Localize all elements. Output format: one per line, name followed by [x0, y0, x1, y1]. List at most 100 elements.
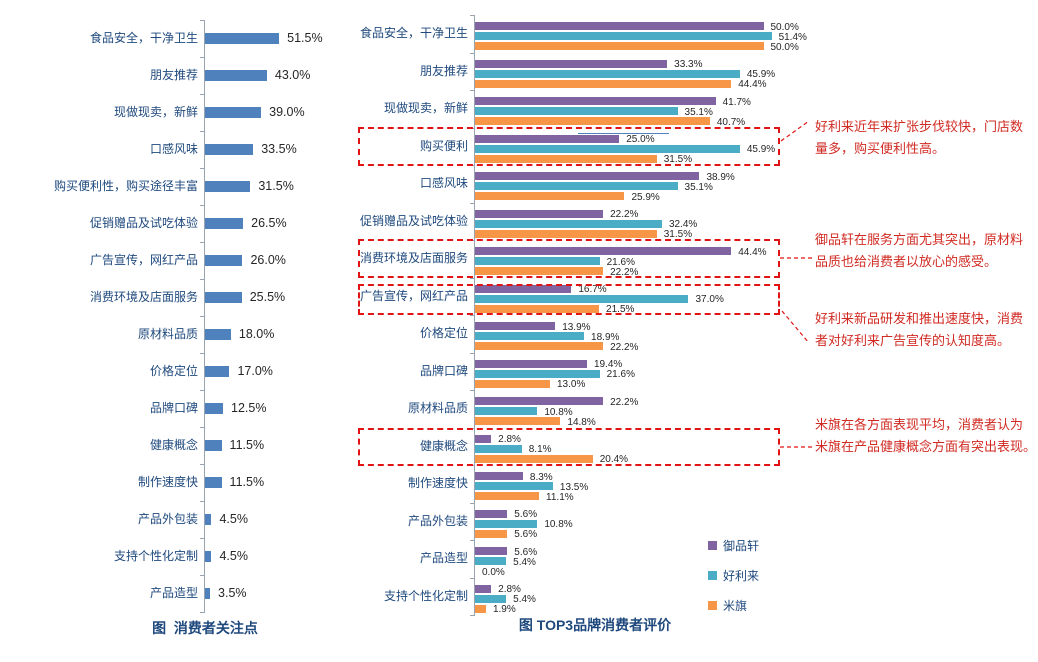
bar-segment-好利来 [475, 144, 740, 153]
value-label: 19.4% [591, 359, 625, 370]
axis-tick [470, 52, 475, 54]
value-label: 35.1% [682, 181, 715, 193]
value-label: 35.1% [682, 106, 715, 118]
axis-tick [470, 315, 475, 316]
bar-segment-好利来 [475, 519, 538, 528]
category-label: 消费环境及店面服务 [89, 290, 198, 304]
bar-segment [205, 329, 231, 340]
bar-segment [205, 292, 242, 303]
bar-segment-米旗 [475, 267, 604, 275]
value-label: 25.5% [247, 289, 288, 304]
left-chart-row: 支持个性化定制 4.5% [0, 538, 352, 575]
axis-tick [200, 612, 205, 613]
right-chart-row: 支持个性化定制 2.8% 5.4% 1.9% [355, 578, 815, 616]
category-label: 购买便利 [419, 138, 468, 153]
bar-segment-米旗 [475, 342, 604, 350]
value-label: 0.0% [480, 566, 507, 578]
bar-segment [205, 514, 212, 525]
bar-segment-御品轩 [475, 209, 604, 218]
axis-tick [200, 131, 205, 132]
value-label: 5.4% [511, 556, 538, 568]
value-label: 40.7% [714, 116, 748, 128]
value-label: 45.9% [744, 144, 778, 155]
value-label: 5.4% [511, 594, 538, 605]
value-label: 4.5% [217, 548, 250, 563]
legend-label: 好利来 [723, 568, 760, 583]
bar-segment-御品轩 [475, 59, 668, 68]
category-label: 产品造型 [149, 586, 198, 600]
value-label: 22.2% [608, 209, 641, 220]
left-chart-row: 产品外包装 4.5% [0, 501, 352, 538]
bar-segment-米旗 [475, 529, 508, 538]
value-label: 5.6% [512, 529, 540, 540]
bar-segment-好利来 [475, 257, 600, 265]
axis-tick [200, 464, 205, 465]
axis-tick [200, 242, 205, 243]
annotation-text: 御品轩在服务方面尤其突出，原材料 品质也给消费者以放心的感受。 [815, 232, 1024, 269]
right-chart-row: 朋友推荐 33.3% 45.9% 44.4% [355, 53, 815, 91]
value-label: 11.5% [227, 437, 267, 452]
left-chart-rows: 食品安全，干净卫生 51.5% 朋友推荐 43.0% 现做现卖，新鲜 39.0% 口感风味 3… [0, 20, 352, 612]
value-label: 18.9% [589, 331, 622, 343]
bar-segment-御品轩 [475, 397, 604, 405]
bar-segment-米旗 [475, 417, 561, 425]
value-label: 32.4% [666, 219, 700, 230]
right-chart-row: 促销赠品及试吃体验 22.2% 32.4% 31.5% [355, 203, 815, 241]
value-label: 13.5% [557, 481, 591, 493]
legend-item: 好利来 [708, 560, 759, 590]
axis-tick [200, 427, 205, 428]
right-chart-row: 产品外包装 5.6% 10.8% 5.6% [355, 503, 815, 541]
value-label: 51.4% [776, 31, 809, 43]
category-label: 购买便利性，购买途径丰富 [53, 179, 198, 193]
value-label: 2.8% [496, 584, 523, 595]
value-label: 18.0% [236, 326, 277, 341]
left-chart-row: 朋友推荐 43.0% [0, 57, 352, 94]
axis-tick [470, 90, 475, 91]
bar-segment-米旗 [475, 492, 540, 500]
category-label: 食品安全，干净卫生 [89, 31, 198, 45]
value-label: 20.4% [597, 454, 631, 465]
bar-segment-御品轩 [475, 584, 492, 593]
right-chart-row: 消费环境及店面服务 44.4% 21.6% 22.2% [355, 240, 815, 278]
left-chart-row: 产品造型 3.5% [0, 575, 352, 612]
highlight-box [358, 428, 780, 466]
value-label: 25.0% [624, 134, 657, 145]
category-label: 原材料品质 [137, 327, 198, 341]
right-chart-row: 购买便利 25.0% 45.9% 31.5% [355, 128, 815, 166]
right-chart-row: 健康概念 2.8% 8.1% 20.4% [355, 428, 815, 466]
value-label: 22.2% [608, 266, 641, 278]
value-label: 1.9% [490, 604, 518, 615]
left-chart-row: 现做现卖，新鲜 39.0% [0, 94, 352, 131]
axis-tick [200, 57, 205, 58]
category-label: 原材料品质 [407, 401, 468, 415]
value-label: 31.5% [256, 178, 296, 193]
axis-tick [470, 277, 475, 279]
category-label: 支持个性化定制 [113, 549, 198, 563]
legend-swatch-icon [708, 540, 717, 550]
bar-segment-御品轩 [475, 172, 700, 180]
value-label: 14.8% [565, 416, 598, 428]
axis-tick [470, 540, 475, 541]
bar-segment [205, 70, 267, 81]
axis-tick [470, 615, 475, 616]
right-chart-row: 品牌口碑 19.4% 21.6% 13.0% [355, 353, 815, 391]
value-label: 21.5% [604, 304, 637, 315]
value-label: 4.5% [217, 511, 250, 526]
value-label: 12.5% [229, 400, 269, 415]
bar-segment-米旗 [475, 454, 593, 463]
value-label: 33.3% [672, 59, 705, 70]
bar-segment-好利来 [475, 69, 740, 78]
legend-swatch-icon [708, 600, 717, 610]
left-chart-row: 原材料品质 18.0% [0, 316, 352, 353]
legend-item: 米旗 [708, 590, 759, 620]
bar-segment-御品轩 [475, 547, 508, 555]
left-chart-row: 健康概念 11.5% [0, 427, 352, 464]
axis-tick [200, 575, 205, 576]
category-label: 促销赠品及试吃体验 [359, 213, 468, 228]
left-chart-row: 价格定位 17.0% [0, 353, 352, 390]
bar-segment [205, 33, 280, 44]
value-label: 11.5% [227, 474, 267, 489]
left-chart-row: 促销赠品及试吃体验 26.5% [0, 205, 352, 242]
value-label: 45.9% [744, 69, 778, 80]
